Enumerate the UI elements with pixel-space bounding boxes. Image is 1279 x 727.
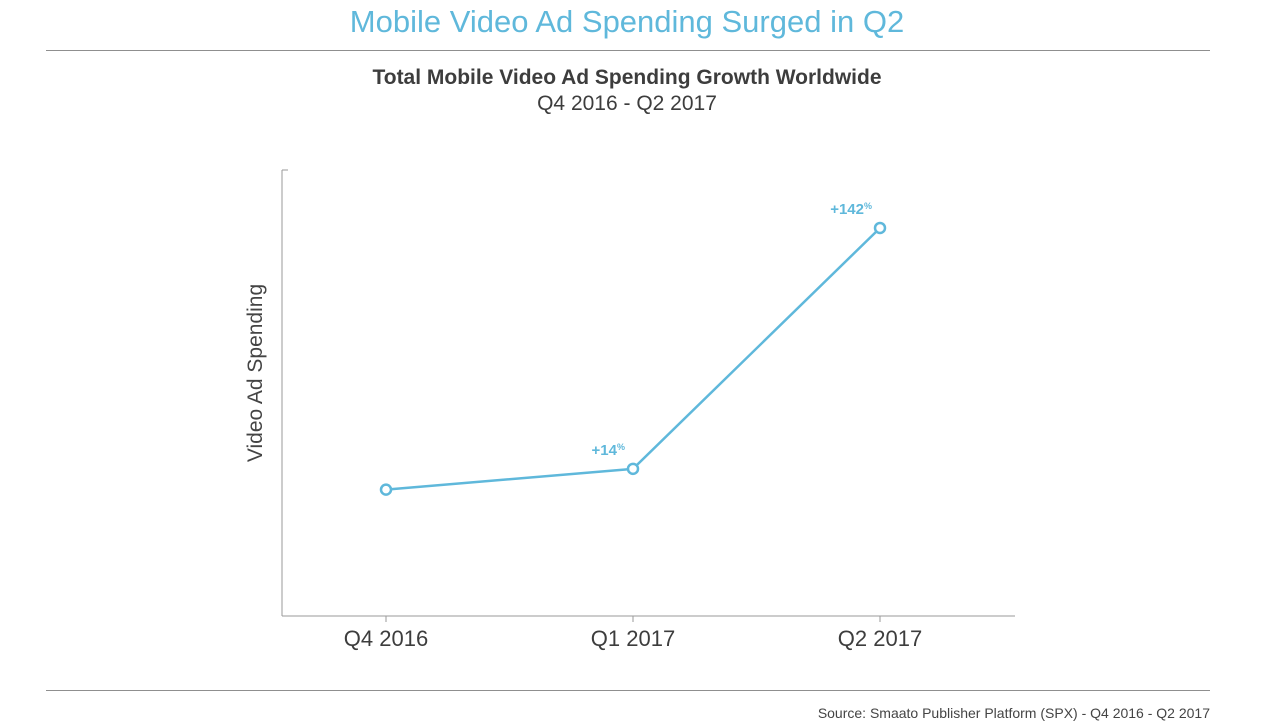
footer-divider [46, 690, 1210, 691]
data-label: +14% [592, 442, 625, 459]
source-note: Source: Smaato Publisher Platform (SPX) … [817, 705, 1210, 721]
x-tick-label: Q4 2016 [344, 626, 428, 651]
chart-axes: Q4 2016 Q1 2017 Q2 2017 Video Ad Spending [244, 169, 1015, 651]
chart-labels: +14% +142% [592, 201, 872, 459]
data-label: +142% [830, 201, 872, 218]
chart-series [379, 221, 887, 496]
data-label-suffix: % [617, 442, 625, 452]
chart-subtitle: Q4 2016 - Q2 2017 [537, 92, 717, 115]
header-divider [46, 50, 1210, 51]
series-line [385, 227, 881, 491]
x-tick-label: Q1 2017 [591, 626, 675, 651]
data-point [379, 483, 393, 496]
page-title: Mobile Video Ad Spending Surged in Q2 [349, 4, 905, 39]
data-point [873, 221, 887, 235]
y-axis-label: Video Ad Spending [244, 284, 267, 462]
data-point [626, 462, 640, 476]
chart-title: Total Mobile Video Ad Spending Growth Wo… [372, 66, 882, 89]
data-label-suffix: % [864, 201, 872, 211]
x-tick-label: Q2 2017 [838, 626, 922, 651]
